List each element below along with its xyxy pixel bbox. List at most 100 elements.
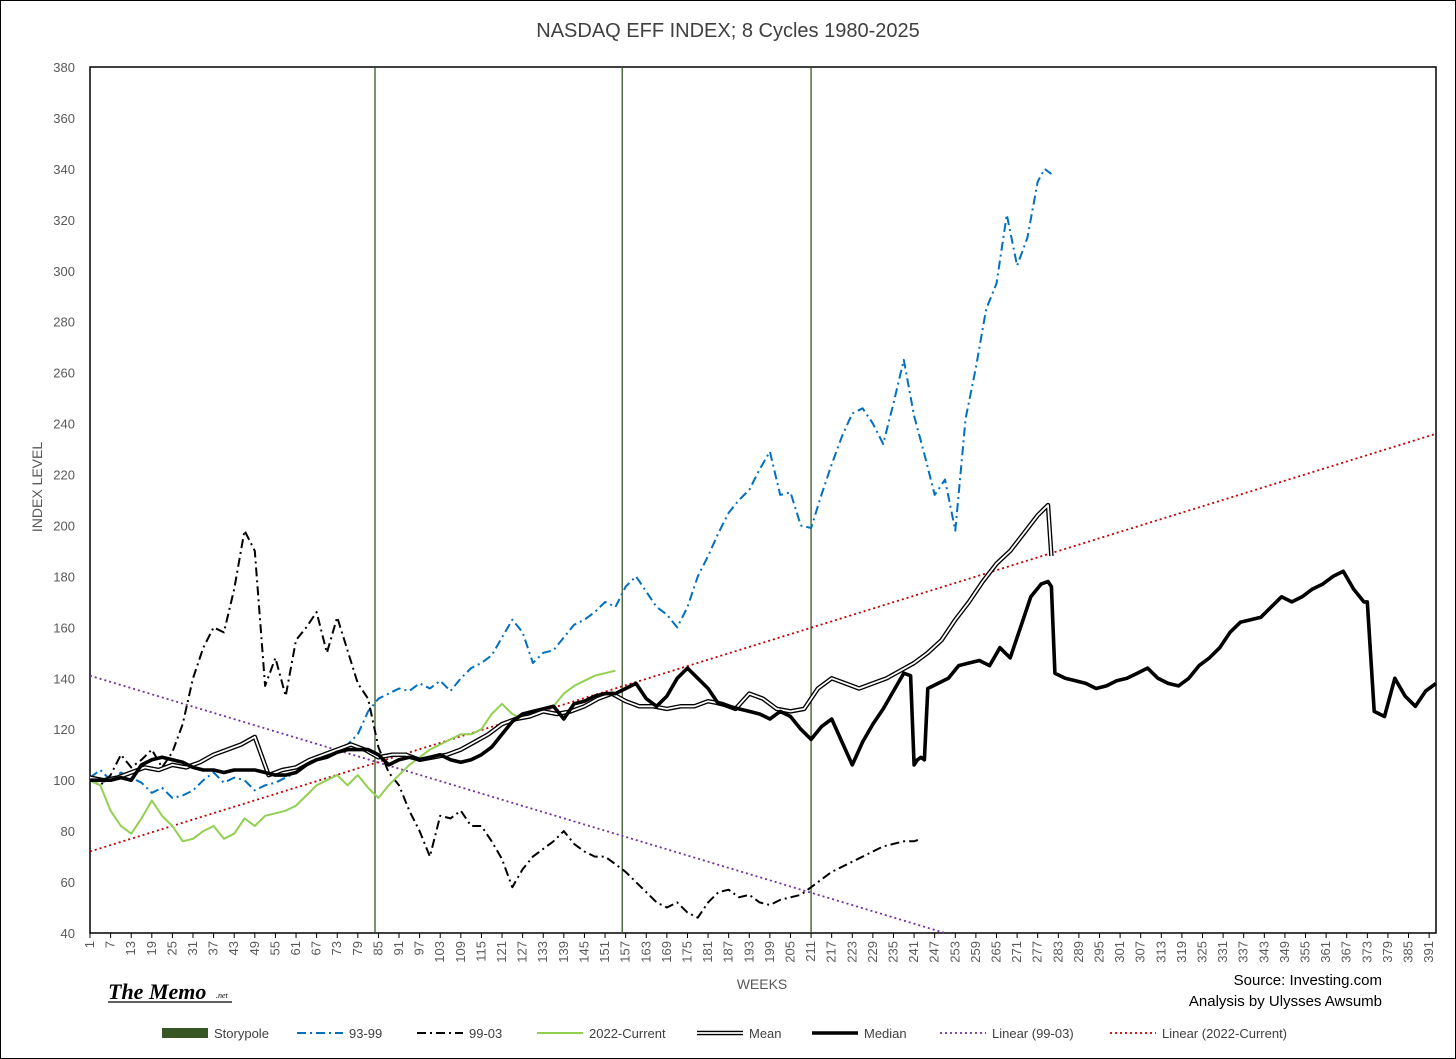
analysis-credit: Analysis by Ulysses Awsumb bbox=[1189, 993, 1382, 1010]
x-tick-label: 109 bbox=[453, 941, 468, 963]
x-tick-label: 55 bbox=[267, 941, 282, 955]
y-axis-title: INDEX LEVEL bbox=[29, 442, 45, 532]
x-tick-label: 19 bbox=[144, 941, 159, 955]
y-tick-label: 360 bbox=[53, 111, 75, 126]
x-tick-label: 301 bbox=[1112, 941, 1127, 963]
x-tick-label: 1 bbox=[82, 941, 97, 948]
legend-swatch bbox=[162, 1028, 208, 1038]
x-tick-label: 7 bbox=[103, 941, 118, 948]
legend-label: Linear (2022-Current) bbox=[1162, 1026, 1287, 1041]
x-tick-label: 103 bbox=[432, 941, 447, 963]
x-tick-label: 31 bbox=[185, 941, 200, 955]
y-tick-label: 340 bbox=[53, 162, 75, 177]
logo: The Memo .net bbox=[108, 979, 232, 1004]
storypole-lines bbox=[374, 67, 812, 933]
x-tick-label: 271 bbox=[1009, 941, 1024, 963]
x-tick-label: 319 bbox=[1174, 941, 1189, 963]
x-tick-label: 115 bbox=[473, 941, 488, 962]
series-layer bbox=[89, 167, 1438, 934]
x-tick-label: 343 bbox=[1256, 941, 1271, 963]
x-tick-label: 169 bbox=[659, 941, 674, 963]
legend-item-2022-current: 2022-Current bbox=[537, 1026, 666, 1041]
x-tick-label: 127 bbox=[515, 941, 530, 963]
series-median-line bbox=[90, 569, 1438, 782]
x-tick-label: 211 bbox=[803, 941, 818, 962]
x-tick-label: 85 bbox=[370, 941, 385, 955]
x-tick-label: 247 bbox=[927, 941, 942, 963]
x-axis-title: WEEKS bbox=[737, 976, 788, 992]
y-tick-label: 140 bbox=[53, 671, 75, 686]
series-99-03-line bbox=[89, 529, 922, 919]
legend-label: Storypole bbox=[214, 1026, 269, 1041]
x-tick-label: 277 bbox=[1030, 941, 1045, 963]
x-tick-label: 61 bbox=[288, 941, 303, 955]
legend-label: 93-99 bbox=[349, 1026, 382, 1041]
logo-text: The Memo bbox=[108, 979, 206, 1004]
x-tick-label: 121 bbox=[494, 941, 509, 963]
x-tick-label: 355 bbox=[1298, 941, 1313, 963]
x-tick-label: 289 bbox=[1071, 941, 1086, 963]
y-tick-label: 80 bbox=[61, 824, 75, 839]
legend-item-mean: Mean bbox=[697, 1026, 782, 1041]
legend-item-storypole: Storypole bbox=[162, 1026, 269, 1041]
x-tick-label: 337 bbox=[1236, 941, 1251, 963]
series-2022-current-line bbox=[89, 669, 616, 843]
series-mean-line-inner bbox=[89, 504, 1053, 782]
x-tick-label: 325 bbox=[1195, 941, 1210, 963]
x-tick-label: 253 bbox=[947, 941, 962, 963]
x-tick-label: 379 bbox=[1380, 941, 1395, 963]
y-tick-label: 180 bbox=[53, 569, 75, 584]
x-axis-ticks: 1 7 13 19 25 31 37 43 49 55 61 67 73 79 85 91 97 103 109 11… bbox=[82, 933, 1436, 963]
x-tick-label: 283 bbox=[1050, 941, 1065, 963]
x-tick-label: 217 bbox=[824, 941, 839, 963]
y-tick-label: 160 bbox=[53, 620, 75, 635]
x-tick-label: 229 bbox=[865, 941, 880, 963]
logo-suffix: .net bbox=[216, 991, 229, 1000]
y-tick-label: 40 bbox=[61, 926, 75, 941]
x-tick-label: 313 bbox=[1153, 941, 1168, 963]
x-tick-label: 163 bbox=[638, 941, 653, 963]
y-tick-label: 120 bbox=[53, 722, 75, 737]
x-tick-label: 49 bbox=[247, 941, 262, 955]
x-tick-label: 187 bbox=[721, 941, 736, 963]
x-tick-label: 307 bbox=[1133, 941, 1148, 963]
x-tick-label: 235 bbox=[885, 941, 900, 963]
x-tick-label: 193 bbox=[741, 941, 756, 963]
x-tick-label: 139 bbox=[556, 941, 571, 963]
series-linear-2022-current-line bbox=[89, 432, 1437, 853]
x-tick-label: 361 bbox=[1318, 941, 1333, 963]
x-tick-label: 367 bbox=[1339, 941, 1354, 963]
plot-area bbox=[89, 66, 1437, 934]
legend-item-median: Median bbox=[812, 1026, 907, 1041]
y-tick-label: 60 bbox=[61, 875, 75, 890]
x-tick-label: 199 bbox=[762, 941, 777, 963]
x-tick-label: 175 bbox=[679, 941, 694, 963]
x-tick-label: 43 bbox=[226, 941, 241, 955]
y-tick-label: 240 bbox=[53, 417, 75, 432]
legend-label: 2022-Current bbox=[589, 1026, 666, 1041]
x-tick-label: 223 bbox=[844, 941, 859, 963]
legend-item-linear-2022-current: Linear (2022-Current) bbox=[1110, 1026, 1287, 1041]
x-tick-label: 295 bbox=[1092, 941, 1107, 963]
series-93-99-line bbox=[89, 167, 1052, 799]
legend-label: Mean bbox=[749, 1026, 782, 1041]
x-tick-label: 373 bbox=[1359, 941, 1374, 963]
y-tick-label: 220 bbox=[53, 468, 75, 483]
series-mean-line bbox=[89, 502, 1054, 783]
x-tick-label: 37 bbox=[206, 941, 221, 955]
y-tick-label: 280 bbox=[53, 315, 75, 330]
y-tick-label: 100 bbox=[53, 773, 75, 788]
source-credit: Source: Investing.com bbox=[1234, 972, 1382, 989]
series-linear-99-03-line bbox=[89, 674, 946, 934]
x-tick-label: 13 bbox=[123, 941, 138, 955]
legend: Storypole 93-99 99-03 2022-Current Mean Media… bbox=[162, 1026, 1287, 1041]
x-tick-label: 241 bbox=[906, 941, 921, 963]
legend-label: Linear (99-03) bbox=[992, 1026, 1074, 1041]
legend-item-93-99: 93-99 bbox=[297, 1026, 382, 1041]
legend-item-linear-99-03: Linear (99-03) bbox=[940, 1026, 1074, 1041]
legend-label: Median bbox=[864, 1026, 907, 1041]
x-tick-label: 145 bbox=[576, 941, 591, 963]
x-tick-label: 25 bbox=[164, 941, 179, 955]
x-tick-label: 391 bbox=[1421, 941, 1436, 963]
